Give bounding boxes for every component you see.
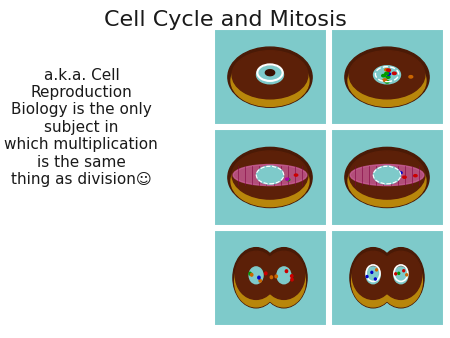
Ellipse shape	[261, 248, 307, 308]
Ellipse shape	[256, 66, 284, 84]
Ellipse shape	[258, 276, 260, 279]
Ellipse shape	[285, 270, 288, 272]
Ellipse shape	[232, 51, 308, 99]
Ellipse shape	[251, 273, 253, 276]
Ellipse shape	[392, 172, 395, 174]
Ellipse shape	[348, 155, 426, 207]
Ellipse shape	[398, 272, 400, 274]
Ellipse shape	[383, 79, 387, 81]
Ellipse shape	[275, 275, 277, 278]
Bar	[330, 230, 444, 326]
Ellipse shape	[277, 267, 291, 284]
Ellipse shape	[262, 256, 306, 307]
Ellipse shape	[256, 166, 284, 184]
Ellipse shape	[380, 251, 422, 299]
Ellipse shape	[287, 178, 290, 181]
Ellipse shape	[265, 272, 267, 275]
Ellipse shape	[374, 166, 400, 184]
Bar	[213, 230, 327, 326]
Text: a.k.a. Cell
Reproduction
Biology is the only
subject in
which multiplication
is : a.k.a. Cell Reproduction Biology is the …	[4, 68, 158, 187]
Ellipse shape	[233, 248, 279, 308]
Ellipse shape	[259, 280, 261, 282]
Ellipse shape	[234, 256, 278, 307]
Ellipse shape	[406, 274, 408, 276]
Bar	[330, 29, 444, 125]
Ellipse shape	[409, 76, 413, 78]
Ellipse shape	[231, 155, 309, 207]
Ellipse shape	[350, 165, 424, 186]
Ellipse shape	[374, 66, 400, 84]
Ellipse shape	[396, 170, 399, 172]
Ellipse shape	[403, 176, 406, 178]
Ellipse shape	[231, 55, 309, 106]
Ellipse shape	[228, 147, 312, 208]
Ellipse shape	[399, 172, 402, 174]
Ellipse shape	[403, 270, 405, 272]
Ellipse shape	[376, 269, 378, 271]
Ellipse shape	[266, 70, 274, 76]
Bar	[213, 129, 327, 225]
Ellipse shape	[366, 275, 368, 277]
Ellipse shape	[382, 74, 386, 77]
Ellipse shape	[256, 166, 284, 184]
Ellipse shape	[374, 278, 376, 280]
Ellipse shape	[291, 278, 293, 281]
Ellipse shape	[249, 272, 251, 275]
Bar	[213, 29, 327, 125]
Ellipse shape	[249, 267, 263, 284]
Ellipse shape	[371, 271, 373, 273]
Ellipse shape	[352, 251, 394, 299]
Ellipse shape	[345, 47, 429, 107]
Ellipse shape	[378, 248, 424, 308]
Ellipse shape	[396, 171, 399, 173]
Ellipse shape	[385, 72, 389, 75]
Ellipse shape	[392, 72, 396, 75]
Ellipse shape	[232, 151, 308, 199]
Ellipse shape	[270, 276, 273, 279]
Ellipse shape	[349, 51, 425, 99]
Ellipse shape	[374, 166, 400, 184]
Ellipse shape	[228, 47, 312, 107]
Ellipse shape	[233, 165, 307, 186]
Ellipse shape	[345, 147, 429, 208]
Ellipse shape	[394, 267, 408, 284]
Ellipse shape	[235, 251, 277, 299]
Ellipse shape	[387, 73, 391, 75]
Ellipse shape	[351, 256, 395, 307]
Ellipse shape	[286, 178, 289, 180]
Ellipse shape	[275, 171, 279, 173]
Ellipse shape	[276, 178, 279, 180]
Ellipse shape	[395, 273, 396, 275]
Bar	[330, 129, 444, 225]
Ellipse shape	[349, 151, 425, 199]
Ellipse shape	[366, 267, 380, 284]
Ellipse shape	[348, 55, 426, 106]
Ellipse shape	[276, 178, 279, 180]
Ellipse shape	[291, 275, 293, 277]
Ellipse shape	[263, 251, 305, 299]
Text: Cell Cycle and Mitosis: Cell Cycle and Mitosis	[104, 10, 346, 30]
Ellipse shape	[294, 174, 298, 176]
Ellipse shape	[387, 69, 391, 71]
Ellipse shape	[379, 256, 423, 307]
Ellipse shape	[385, 69, 388, 71]
Ellipse shape	[386, 76, 390, 78]
Ellipse shape	[385, 81, 389, 83]
Ellipse shape	[350, 248, 396, 308]
Ellipse shape	[414, 175, 417, 177]
